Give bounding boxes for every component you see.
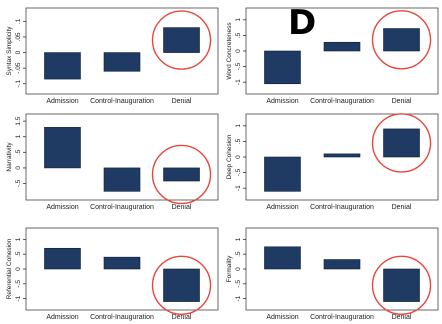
x-category-label: Denial xyxy=(172,98,192,105)
y-tick-label: 0 xyxy=(15,166,22,170)
y-axis-label: Narrativity xyxy=(6,142,13,172)
highlight-circle xyxy=(371,113,432,173)
y-tick-label: .5 xyxy=(235,138,242,144)
bar xyxy=(264,50,301,85)
y-tick-label: .5 xyxy=(15,149,22,155)
x-category-label: Denial xyxy=(392,314,412,321)
y-axis-label: Syntax Simplicity xyxy=(6,26,13,76)
y-tick-label: 1 xyxy=(235,237,242,241)
bar xyxy=(44,52,81,80)
x-category-label: Control-Inauguration xyxy=(310,314,374,321)
y-tick-label: .5 xyxy=(15,251,22,257)
y-tick-label: -.1 xyxy=(15,80,22,88)
y-tick-label: 0 xyxy=(235,49,242,53)
y-tick-label: 1 xyxy=(235,124,242,128)
x-category-label: Control-Inauguration xyxy=(90,204,154,211)
highlight-circle xyxy=(151,10,212,70)
y-tick-label: -.5 xyxy=(235,280,242,288)
highlight-circle xyxy=(151,255,212,315)
x-category-label: Admission xyxy=(46,314,78,321)
x-category-label: Denial xyxy=(392,204,412,211)
y-tick-label: -1 xyxy=(15,295,22,301)
x-category-label: Admission xyxy=(266,98,298,105)
y-axis-label: Word Concreteness xyxy=(226,22,233,80)
y-tick-label: -.5 xyxy=(15,179,22,187)
highlight-circle xyxy=(371,255,432,315)
y-tick-label: -.5 xyxy=(235,62,242,70)
bar xyxy=(323,41,361,52)
y-axis-label: Formality xyxy=(226,255,233,282)
plot-frame xyxy=(25,113,219,201)
x-category-label: Control-Inauguration xyxy=(90,314,154,321)
bar xyxy=(383,268,420,302)
y-tick-label: .05 xyxy=(15,32,22,41)
x-category-label: Denial xyxy=(392,98,412,105)
x-category-label: Admission xyxy=(266,204,298,211)
y-tick-label: -.5 xyxy=(235,168,242,176)
y-tick-label: 0 xyxy=(235,155,242,159)
y-tick-label: 0 xyxy=(15,50,22,54)
x-category-label: Control-Inauguration xyxy=(90,98,154,105)
x-category-label: Admission xyxy=(46,204,78,211)
y-tick-label: -.5 xyxy=(15,280,22,288)
panel-letter: D xyxy=(288,3,317,43)
y-tick-label: -1 xyxy=(235,295,242,301)
highlight-circle xyxy=(371,10,432,70)
bar xyxy=(44,127,81,169)
bar xyxy=(163,268,200,302)
bar xyxy=(44,247,81,270)
bar xyxy=(323,153,361,158)
bar xyxy=(163,167,200,182)
plot-frame xyxy=(25,7,219,95)
y-tick-label: -.05 xyxy=(15,62,22,74)
y-tick-label: -1 xyxy=(235,185,242,191)
bar xyxy=(383,128,420,158)
y-tick-label: .5 xyxy=(235,251,242,257)
y-tick-label: -1 xyxy=(235,79,242,85)
y-tick-label: 0 xyxy=(15,267,22,271)
x-category-label: Control-Inauguration xyxy=(310,98,374,105)
y-tick-label: 0 xyxy=(235,267,242,271)
x-category-label: Denial xyxy=(172,314,192,321)
bar xyxy=(103,167,141,192)
y-tick-label: .5 xyxy=(235,32,242,38)
bar xyxy=(103,256,141,270)
y-tick-label: 1 xyxy=(15,237,22,241)
y-tick-label: 1 xyxy=(15,135,22,139)
bar xyxy=(103,52,141,72)
y-tick-label: .1 xyxy=(15,18,22,24)
bar xyxy=(264,156,301,192)
x-category-label: Denial xyxy=(172,204,192,211)
x-category-label: Admission xyxy=(46,98,78,105)
bar xyxy=(163,27,200,53)
x-category-label: Control-Inauguration xyxy=(310,204,374,211)
bar xyxy=(264,246,301,270)
x-category-label: Admission xyxy=(266,314,298,321)
bar xyxy=(323,259,361,270)
y-tick-label: 1 xyxy=(235,18,242,22)
y-tick-label: 1.5 xyxy=(15,116,22,125)
y-axis-label: Deep Cohesion xyxy=(226,134,233,179)
bar xyxy=(383,28,420,52)
highlight-circle xyxy=(151,144,212,205)
y-axis-label: Referential Cohesion xyxy=(6,238,13,299)
